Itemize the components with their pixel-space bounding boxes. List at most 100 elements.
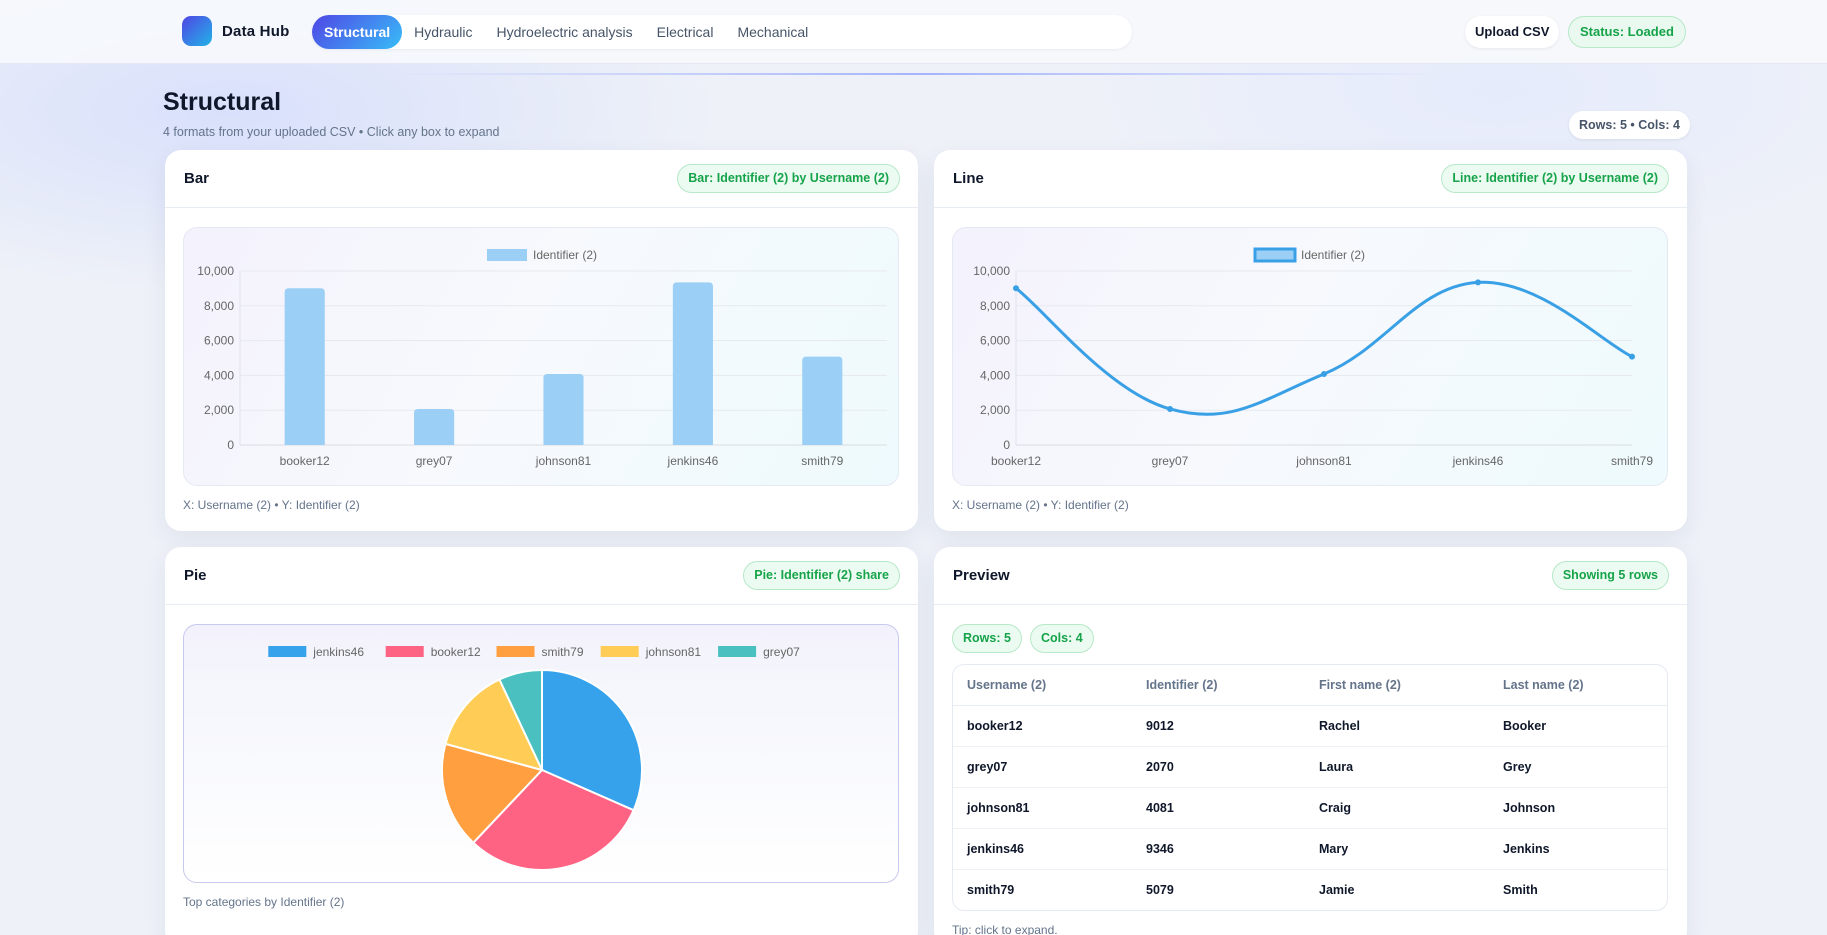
y-tick-label: 0 <box>227 438 234 452</box>
table-cell: 4081 <box>1132 787 1305 829</box>
table-cell: johnson81 <box>953 787 1132 829</box>
divider <box>400 73 1440 75</box>
x-tick-label: smith79 <box>801 454 843 468</box>
preview-card[interactable]: Preview Showing 5 rows Rows: 5 Cols: 4 U… <box>934 547 1687 935</box>
legend-swatch <box>385 646 424 657</box>
dimensions-badge: Rows: 5 • Cols: 4 <box>1569 111 1690 139</box>
data-point <box>1167 405 1173 412</box>
line-card[interactable]: Line Line: Identifier (2) by Username (2… <box>934 150 1687 531</box>
bar-card[interactable]: Bar Bar: Identifier (2) by Username (2) … <box>165 150 918 531</box>
line-chart-box[interactable]: 0 2,000 4,000 6,000 8,000 10,000 booker12 grey0… <box>952 227 1668 486</box>
table-cell: Jenkins <box>1489 828 1667 870</box>
table-cell: Craig <box>1305 787 1489 829</box>
table-cell: 9346 <box>1132 828 1305 870</box>
pie-slice <box>471 768 635 871</box>
card-title: Pie <box>184 567 207 584</box>
bar <box>284 288 325 445</box>
chart-caption: X: Username (2) • Y: Identifier (2) <box>183 498 360 512</box>
table-cell: Grey <box>1489 746 1667 788</box>
column-header: Last name (2) <box>1489 665 1667 706</box>
y-tick-label: 10,000 <box>973 264 1010 278</box>
y-tick-label: 6,000 <box>980 334 1010 348</box>
table-cell: Laura <box>1305 746 1489 788</box>
y-tick-label: 0 <box>1003 438 1010 452</box>
table-cell: jenkins46 <box>953 828 1132 870</box>
table-row[interactable]: grey07 2070 Laura Grey <box>953 746 1667 788</box>
card-title: Preview <box>953 567 1010 584</box>
tab-electrical[interactable]: Electrical <box>656 24 714 40</box>
table-cell: Rachel <box>1305 705 1489 747</box>
line-chart: 0 2,000 4,000 6,000 8,000 10,000 booker12 grey0… <box>973 247 1653 468</box>
page-title: Structural <box>163 88 282 116</box>
x-tick-label: jenkins46 <box>1452 454 1504 468</box>
card-badge: Showing 5 rows <box>1551 561 1669 590</box>
table-cell: 5079 <box>1146 882 1174 897</box>
card-title: Bar <box>184 170 210 187</box>
status-badge: Status: Loaded <box>1568 16 1686 48</box>
data-point <box>1475 279 1481 286</box>
y-tick-label: 10,000 <box>197 264 234 278</box>
legend-label: Identifier (2) <box>533 248 597 262</box>
chart-caption: X: Username (2) • Y: Identifier (2) <box>952 498 1129 512</box>
tab-structural[interactable]: Structural <box>312 15 403 49</box>
table-cell: 2070 <box>1132 746 1305 788</box>
legend-swatch <box>496 646 535 657</box>
pie-slice <box>444 678 544 772</box>
legend-swatch <box>1253 247 1297 263</box>
preview-table: Username (2) Identifier (2) First name (… <box>952 664 1668 911</box>
pie-chart-box[interactable]: jenkins46 booker12 smith79 johnson81 grey07 <box>183 624 899 883</box>
x-tick-label: booker12 <box>991 454 1041 468</box>
tab-hydroelectric-analysis[interactable]: Hydroelectric analysis <box>496 24 633 40</box>
y-tick-label: 2,000 <box>204 403 234 417</box>
table-cell: Jamie <box>1319 882 1355 897</box>
bar-chart: 0 2,000 4,000 6,000 8,000 10,000 booker12 grey0… <box>197 248 887 468</box>
data-point <box>1629 353 1635 360</box>
tab-mechanical[interactable]: Mechanical <box>737 24 809 40</box>
cols-pill: Cols: 4 <box>1030 624 1094 653</box>
legend-label: Identifier (2) <box>1301 248 1365 262</box>
page-subtitle: 4 formats from your uploaded CSV • Click… <box>163 125 500 139</box>
bar-chart-box[interactable]: 0 2,000 4,000 6,000 8,000 10,000 booker12 grey0… <box>183 227 899 486</box>
pie-card[interactable]: Pie Pie: Identifier (2) share jenkins46 b… <box>165 547 918 935</box>
card-header: Preview Showing 5 rows <box>934 547 1687 605</box>
chart-caption: Top categories by Identifier (2) <box>183 895 345 909</box>
card-title: Line <box>953 170 984 187</box>
pie-slice <box>541 668 643 812</box>
x-tick-label: smith79 <box>1611 454 1653 468</box>
table-cell: Mary <box>1305 828 1489 870</box>
x-tick-label: johnson81 <box>535 454 592 468</box>
legend-label: smith79 <box>542 645 584 659</box>
card-header: Line Line: Identifier (2) by Username (2… <box>934 150 1687 208</box>
legend-label: grey07 <box>763 645 800 659</box>
legend-swatch <box>600 646 639 657</box>
upload-csv-button[interactable]: Upload CSV <box>1465 16 1560 48</box>
card-badge: Bar: Identifier (2) by Username (2) <box>677 164 900 193</box>
table-row[interactable]: jenkins46 9346 Mary Jenkins <box>953 828 1667 870</box>
card-badge: Pie: Identifier (2) share <box>743 561 900 590</box>
pie-slice <box>441 742 544 845</box>
y-tick-label: 4,000 <box>204 368 234 382</box>
x-tick-label: booker12 <box>280 454 330 468</box>
bar <box>802 356 843 445</box>
y-tick-label: 8,000 <box>980 299 1010 313</box>
tip-text: Tip: click to expand. <box>952 923 1058 935</box>
table-row[interactable]: smith79 5079 Jamie Smith <box>953 869 1667 910</box>
table-cell: 9012 <box>1132 705 1305 747</box>
nav-tabs: Structural Hydraulic Hydroelectric analy… <box>312 15 1132 49</box>
table-cell: smith79 <box>967 882 1015 897</box>
table-row[interactable]: booker12 9012 Rachel Booker <box>953 705 1667 747</box>
card-header: Bar Bar: Identifier (2) by Username (2) <box>165 150 918 208</box>
brand[interactable]: Data Hub <box>182 16 289 46</box>
tab-hydraulic[interactable]: Hydraulic <box>414 24 473 40</box>
table-cell: Smith <box>1503 882 1538 897</box>
card-header: Pie Pie: Identifier (2) share <box>165 547 918 605</box>
legend-label: johnson81 <box>645 645 702 659</box>
bar <box>672 282 713 445</box>
x-tick-label: grey07 <box>416 454 453 468</box>
pie-slice <box>498 668 543 771</box>
x-tick-label: johnson81 <box>1295 454 1352 468</box>
x-tick-label: grey07 <box>1152 454 1189 468</box>
table-row[interactable]: johnson81 4081 Craig Johnson <box>953 787 1667 829</box>
y-tick-label: 6,000 <box>204 334 234 348</box>
y-tick-label: 2,000 <box>980 403 1010 417</box>
